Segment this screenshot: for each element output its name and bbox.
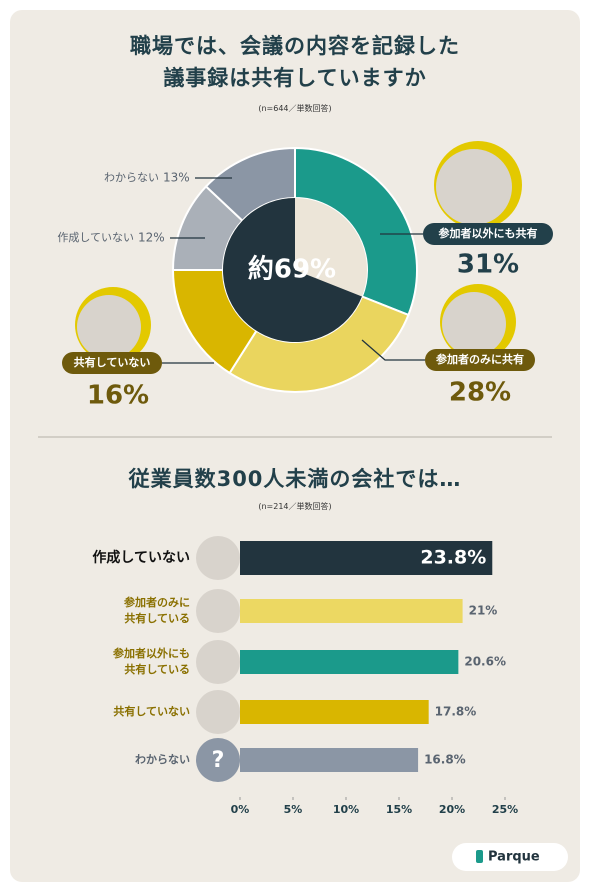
category-label: わからない <box>135 753 190 766</box>
icon <box>196 690 240 734</box>
x-tick-label: 25% <box>492 803 518 816</box>
label-pill <box>423 223 553 245</box>
value-label: 16.8% <box>424 753 466 767</box>
category-label: 参加者のみに共有 <box>436 352 524 366</box>
category-label: 作成していない <box>92 550 190 566</box>
photo-inner <box>77 295 141 359</box>
chart-title: 従業員数300人未満の会社では… <box>128 467 462 491</box>
label-pill <box>62 352 162 374</box>
category-label: 作成していない <box>57 231 134 244</box>
icon <box>196 589 240 633</box>
x-tick-label: 10% <box>333 803 359 816</box>
x-tick-label: 20% <box>439 803 465 816</box>
value-label: 17.8% <box>435 705 477 719</box>
x-tick-label: 15% <box>386 803 412 816</box>
value-label: 21% <box>469 604 498 618</box>
bar <box>240 599 463 623</box>
value-label: 13% <box>163 171 190 185</box>
category-label: 参加者以外にも共有 <box>439 226 538 240</box>
category-label: 参加者のみに 共有している <box>124 596 190 625</box>
value-label: 31% <box>457 250 519 280</box>
icon <box>196 640 240 684</box>
subtitle: (n=214／単数回答) <box>258 502 332 511</box>
subtitle: (n=644／単数回答) <box>258 104 332 113</box>
bar <box>240 541 493 575</box>
leader-line <box>361 339 425 361</box>
category-label: 共有していない <box>74 355 151 369</box>
brand-icon <box>476 850 483 863</box>
center-wedge <box>223 198 362 342</box>
category-label: 参加者以外にも 共有している <box>113 647 190 676</box>
value-label: 12% <box>138 231 165 245</box>
icon-glyph: ? <box>212 748 225 773</box>
center-label: 約69% <box>248 254 336 285</box>
value-label: 28% <box>449 378 511 408</box>
photo-inner <box>442 292 506 356</box>
value-label: 23.8% <box>420 547 486 569</box>
value-label: 16% <box>87 381 149 411</box>
bar <box>240 650 459 674</box>
value-label: 20.6% <box>464 655 506 669</box>
brand: Parque <box>488 850 540 865</box>
bar <box>240 748 419 772</box>
icon <box>196 738 240 782</box>
bar <box>240 700 429 724</box>
photo-inner <box>436 149 512 225</box>
x-tick-label: 0% <box>231 803 250 816</box>
chart-title: 職場では、会議の内容を記録した 議事録は共有していますか <box>130 34 460 90</box>
label-pill <box>425 349 535 371</box>
category-label: 共有していない <box>113 705 190 718</box>
donut-segment <box>228 295 410 393</box>
x-tick-label: 5% <box>284 803 303 816</box>
category-label: わからない <box>104 171 159 184</box>
icon <box>196 536 240 580</box>
